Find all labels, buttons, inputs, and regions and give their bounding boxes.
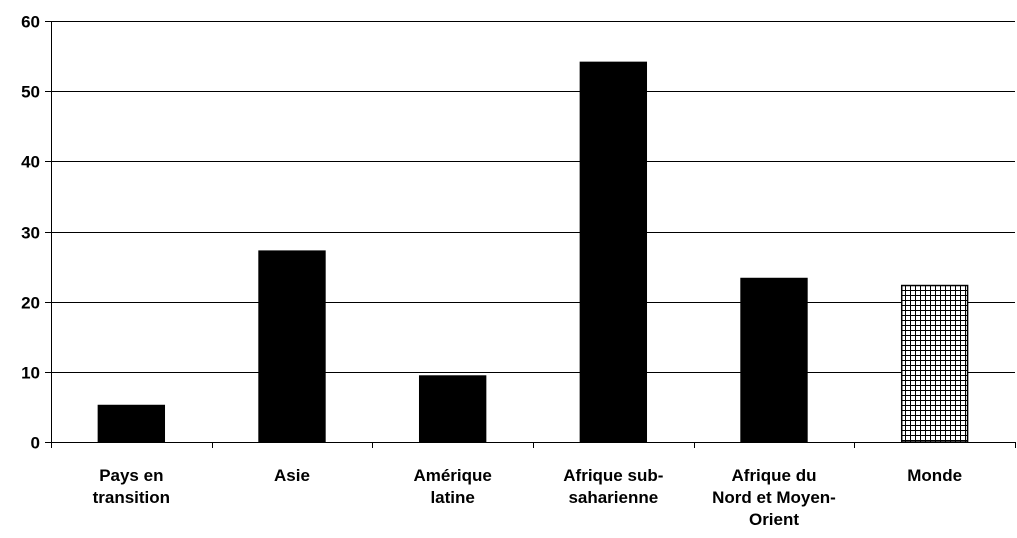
axes (45, 21, 1016, 448)
x-category-label-0: Pays en transition (93, 466, 170, 507)
bars (97, 61, 969, 443)
x-category-label-4: Afrique du Nord et Moyen- Orient (712, 466, 836, 529)
bar-0 (97, 404, 166, 443)
x-category-label-line: Orient (749, 510, 799, 529)
x-category-label-line: Nord et Moyen- (712, 488, 836, 507)
x-category-label-5: Monde (907, 466, 962, 485)
bar-2 (418, 375, 487, 443)
y-tick-label-60: 60 (21, 13, 40, 32)
x-category-label-line: Amérique (413, 466, 491, 485)
bar-4 (740, 277, 808, 443)
x-category-label-line: Afrique sub- (563, 466, 663, 485)
x-category-label-line: saharienne (568, 488, 658, 507)
y-tick-label-50: 50 (21, 83, 40, 102)
x-category-labels: Pays en transition Asie Amérique latine Afriq… (93, 466, 962, 529)
bar-5 (900, 284, 969, 443)
x-category-label-line: latine (430, 488, 474, 507)
x-category-label-line: Monde (907, 466, 962, 485)
y-tick-label-40: 40 (21, 153, 40, 172)
y-tick-label-30: 30 (21, 224, 40, 243)
x-category-label-1: Asie (274, 466, 310, 485)
bar-3 (579, 61, 648, 443)
x-category-label-line: transition (93, 488, 170, 507)
x-category-label-3: Afrique sub-saharienne (563, 466, 663, 507)
gridlines (51, 21, 1015, 373)
x-category-label-line: Pays en (99, 466, 163, 485)
y-tick-label-0: 0 (31, 434, 40, 453)
y-tick-label-10: 10 (21, 364, 40, 383)
y-tick-labels: 0 10 20 30 40 50 60 (21, 13, 40, 453)
x-category-label-line: Afrique du (732, 466, 817, 485)
bar-1 (258, 250, 326, 443)
x-category-label-line: Asie (274, 466, 310, 485)
y-tick-label-20: 20 (21, 294, 40, 313)
x-category-label-2: Amérique latine (413, 466, 491, 507)
